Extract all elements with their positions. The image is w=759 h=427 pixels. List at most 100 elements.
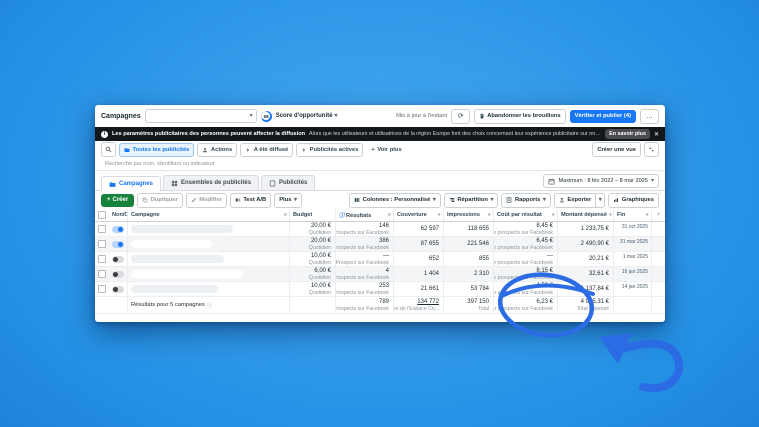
campaign-row[interactable]: 6,00 € Quotidien 4 Prospects sur Facebook …: [95, 267, 665, 282]
export-dropdown-button[interactable]: ▾: [595, 192, 606, 208]
action-toolbar: + Créer Dupliquer Modifier Test A/B Plus…: [95, 191, 665, 209]
publish-button[interactable]: Vérifier et publier (4): [569, 109, 636, 123]
reach-value: 62 597: [420, 225, 439, 232]
header-results[interactable]: ⓘ Résultats ▾: [335, 209, 393, 221]
info-icon: ⓘ: [339, 213, 345, 219]
header-impressions[interactable]: Impressions ▾: [443, 209, 493, 221]
app-bar: Campagnes ▾ 68 Score d'opportunité ▾ Mis …: [95, 105, 665, 127]
add-column-button[interactable]: +: [651, 209, 665, 221]
charts-button[interactable]: Graphiques: [608, 192, 659, 208]
summary-reach[interactable]: 134 772: [417, 298, 439, 305]
campaign-name-cell[interactable]: [127, 237, 289, 251]
folder-icon: [124, 147, 130, 152]
campaign-active-toggle[interactable]: [112, 255, 124, 263]
breakdown-button[interactable]: Répartition ▾: [443, 192, 499, 208]
create-button[interactable]: + Créer: [101, 193, 135, 207]
notice-banner: i Les paramètres publicitaires des perso…: [95, 127, 665, 141]
impressions-value: 118 655: [467, 225, 489, 232]
filter-bar: Toutes les publicités Actions A été diff…: [95, 141, 665, 158]
tab-campaigns[interactable]: Campagnes: [101, 176, 162, 191]
header-toggle[interactable]: Non/Oui: [112, 212, 127, 218]
banner-title: Les paramètres publicitaires des personn…: [112, 131, 306, 137]
chevron-down-icon: ▾: [650, 178, 654, 184]
results-value: 4: [385, 267, 389, 274]
sort-icon: ▾: [283, 212, 286, 217]
search-button[interactable]: [101, 142, 116, 157]
campaign-row[interactable]: 20,00 € Quotidien 146 Prospects sur Facebo…: [95, 222, 665, 237]
banner-info-icon: i: [101, 130, 108, 138]
campaign-selector-dropdown[interactable]: ▾: [144, 109, 257, 123]
banner-body: Alors que les utilisateurs et utilisatri…: [309, 131, 601, 137]
campaign-row[interactable]: 20,00 € Quotidien 386 Prospects sur Facebo…: [95, 237, 665, 252]
summary-amount-spent: 4 915,31 €: [580, 298, 609, 305]
help-icon[interactable]: ⓘ: [206, 303, 213, 309]
cost-per-result-value: 8,45 €: [536, 222, 553, 229]
row-checkbox[interactable]: [98, 225, 106, 233]
select-all-checkbox[interactable]: [98, 211, 106, 219]
cost-per-result-value: 6,45 €: [536, 237, 553, 244]
export-button[interactable]: Exporter: [553, 192, 596, 208]
campaign-active-toggle[interactable]: [112, 240, 124, 248]
level-tabs: Campagnes Ensembles de publicités Public…: [95, 171, 665, 191]
plus-icon: +: [107, 197, 111, 203]
sort-arrows-icon: [649, 147, 654, 152]
filter-chip-all-ads[interactable]: Toutes les publicités: [119, 142, 195, 157]
campaign-active-toggle[interactable]: [112, 225, 124, 233]
more-menu-button[interactable]: Plus ▾: [274, 192, 302, 208]
date-range-picker[interactable]: Maximum : 8 fév 2022 – 8 mar 2025 ▾: [543, 174, 659, 188]
ab-test-button[interactable]: Test A/B: [229, 192, 272, 208]
header-budget[interactable]: Budget: [289, 209, 335, 221]
campaign-name-cell[interactable]: [127, 252, 289, 266]
campaign-name-cell[interactable]: [127, 282, 289, 296]
create-view-button[interactable]: Créer une vue: [592, 142, 641, 157]
ab-test-icon: [235, 198, 241, 202]
campaign-name-cell[interactable]: [127, 222, 289, 236]
learn-more-button[interactable]: En savoir plus: [605, 129, 650, 139]
search-input[interactable]: [103, 160, 657, 168]
edit-button[interactable]: Modifier: [185, 192, 227, 208]
end-date-value: 31 mar 2025: [613, 237, 651, 251]
search-row: [95, 158, 665, 171]
page-icon: [269, 180, 276, 186]
header-amount-spent[interactable]: Montant dépensé ▾: [557, 209, 613, 221]
ellipsis-icon: …: [646, 112, 653, 120]
row-select-cell: [95, 267, 109, 281]
ads-manager-window: Campagnes ▾ 68 Score d'opportunité ▾ Mis …: [95, 105, 665, 322]
opportunity-score-menu[interactable]: Score d'opportunité ▾: [275, 113, 338, 119]
calendar-icon: [548, 178, 555, 184]
row-checkbox[interactable]: [98, 240, 106, 248]
cost-per-result-value: —: [547, 252, 553, 259]
sort-filter-button[interactable]: [644, 142, 659, 157]
filter-chip-see-more[interactable]: + Voir plus: [366, 142, 407, 157]
filter-chip-active-ads[interactable]: Publicités actives: [296, 142, 364, 157]
header-reach[interactable]: Couverture ▾: [393, 209, 443, 221]
campaign-active-toggle[interactable]: [112, 285, 124, 293]
chevron-down-icon: ▾: [334, 113, 338, 119]
discard-drafts-button[interactable]: Abandonner les brouillons: [474, 108, 566, 124]
close-icon[interactable]: ✕: [653, 131, 659, 138]
more-options-button[interactable]: …: [640, 108, 659, 124]
row-checkbox[interactable]: [98, 255, 106, 263]
tab-ads[interactable]: Publicités: [261, 175, 316, 190]
filter-chip-has-delivered[interactable]: A été diffusé: [240, 142, 294, 157]
toggle-cell: [109, 237, 127, 251]
row-checkbox[interactable]: [98, 285, 106, 293]
campaign-row[interactable]: 10,00 € Quotidien 253 Prospects sur Facebo…: [95, 282, 665, 297]
reports-button[interactable]: Rapports ▾: [501, 192, 551, 208]
refresh-button[interactable]: ⟳: [451, 108, 471, 124]
header-end[interactable]: Fin ▾: [613, 209, 651, 221]
tab-ad-sets[interactable]: Ensembles de publicités: [163, 175, 260, 190]
chevron-down-icon: ▾: [249, 113, 253, 119]
row-checkbox[interactable]: [98, 270, 106, 278]
filter-chip-actions[interactable]: Actions: [197, 142, 238, 157]
person-icon: [203, 147, 208, 152]
header-campaign[interactable]: Campagne ▾: [127, 209, 289, 221]
columns-button[interactable]: Colonnes : Personnalisé ▾: [349, 192, 441, 208]
header-cost-per-result[interactable]: Coût par résultat ▾: [493, 209, 557, 221]
campaign-active-toggle[interactable]: [112, 270, 124, 278]
campaign-row[interactable]: 10,00 € Quotidien — Prospect sur Facebook …: [95, 252, 665, 267]
columns-icon: [354, 198, 360, 202]
end-date-value: 16 jan 2025: [613, 267, 651, 281]
campaign-name-cell[interactable]: [127, 267, 289, 281]
duplicate-button[interactable]: Dupliquer: [137, 192, 183, 208]
